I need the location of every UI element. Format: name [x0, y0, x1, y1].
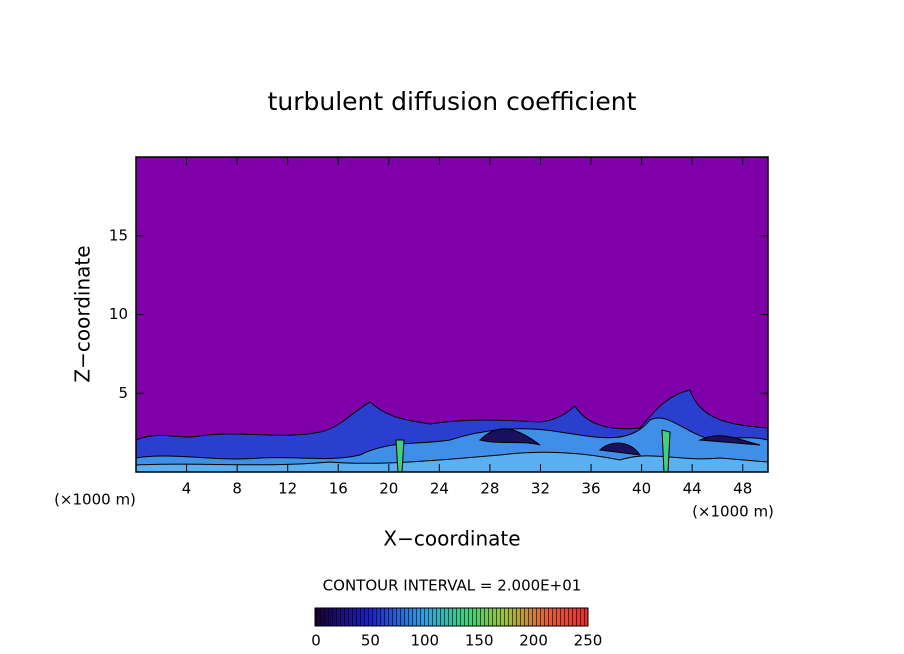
- contour-field: [136, 389, 768, 472]
- chart-title: turbulent diffusion coefficient: [268, 87, 637, 116]
- colorbar-tick-label: 100: [410, 632, 439, 650]
- x-tick-label: 8: [232, 480, 242, 498]
- annotation: CONTOUR INTERVAL = 2.000E+01: [323, 577, 582, 595]
- y-tick-label: 10: [109, 305, 128, 323]
- colorbar-tick-label: 50: [361, 632, 380, 650]
- x-unit-right: (×1000 m): [692, 503, 774, 521]
- x-tick-label: 44: [683, 480, 702, 498]
- colorbar-tick-label: 200: [519, 632, 548, 650]
- colorbar-tick-label: 250: [574, 632, 603, 650]
- y-axis-label: Z−coordinate: [71, 245, 95, 382]
- x-tick-label: 32: [531, 480, 550, 498]
- colorbar-tick-label: 0: [311, 632, 321, 650]
- x-tick-label: 20: [379, 480, 398, 498]
- y-tick-label: 15: [109, 226, 128, 244]
- x-unit: (×1000 m): [54, 491, 136, 509]
- colorbar-frame: [314, 607, 589, 627]
- x-tick-label: 24: [430, 480, 449, 498]
- x-tick-label: 16: [329, 480, 348, 498]
- colorbar-tick-label: 150: [465, 632, 494, 650]
- x-tick-label: 36: [581, 480, 600, 498]
- x-tick-label: 4: [182, 480, 192, 498]
- x-tick-label: 48: [733, 480, 752, 498]
- x-tick-label: 12: [278, 480, 297, 498]
- x-tick-label: 40: [632, 480, 651, 498]
- x-tick-label: 28: [480, 480, 499, 498]
- y-tick-label: 5: [118, 384, 128, 402]
- x-axis-label: X−coordinate: [383, 527, 520, 551]
